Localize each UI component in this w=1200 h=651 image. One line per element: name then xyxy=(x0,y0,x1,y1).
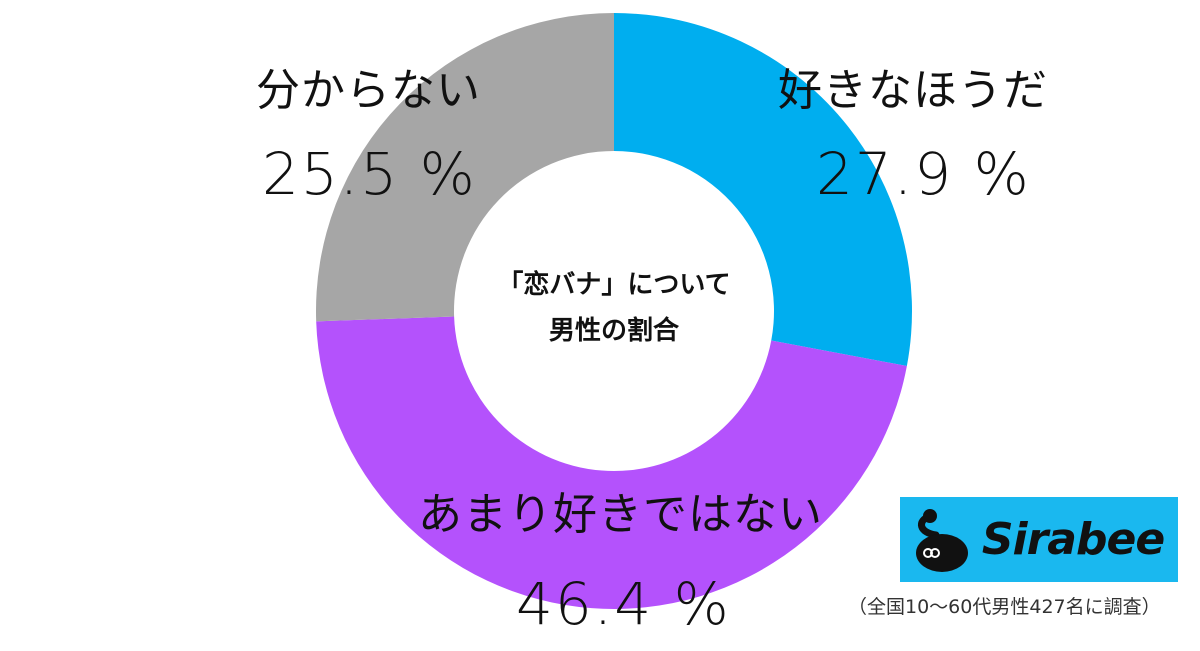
center-title-line1: 「恋バナ」について xyxy=(497,270,731,300)
label-unknown-percent: 25.5 % xyxy=(262,140,477,208)
donut-slices xyxy=(316,13,913,609)
label-dislike-category: あまり好きではない xyxy=(418,489,823,540)
slice-dislike xyxy=(316,316,907,609)
center-title-line2: 男性の割合 xyxy=(548,316,679,346)
brand-name: Sirabee xyxy=(981,514,1165,565)
sirabee-mascot-icon xyxy=(915,508,968,572)
slice-like xyxy=(614,13,913,367)
label-unknown-category: 分からない xyxy=(256,65,481,116)
slice-unknown xyxy=(316,13,614,322)
survey-footnote: （全国10～60代男性427名に調査） xyxy=(848,596,1161,618)
sirabee-logo: Sirabee xyxy=(900,497,1178,582)
chart-center-title: 「恋バナ」について 男性の割合 xyxy=(454,262,774,354)
label-dislike-percent: 46.4 % xyxy=(516,570,731,638)
label-like-percent: 27.9 % xyxy=(816,140,1031,208)
label-like-category: 好きなほうだ xyxy=(778,65,1048,116)
